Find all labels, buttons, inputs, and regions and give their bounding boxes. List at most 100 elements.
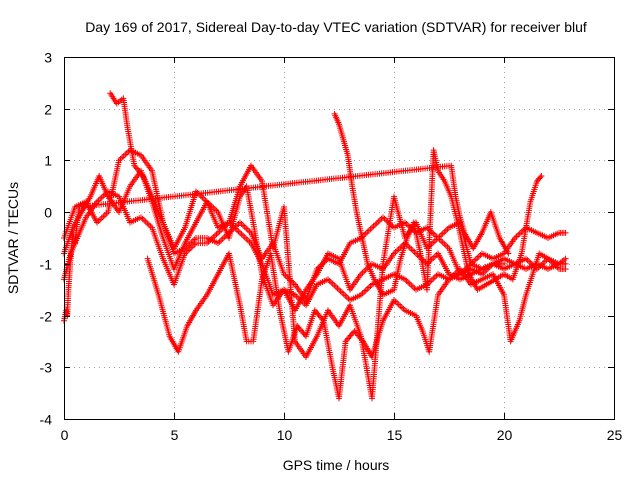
data-point-marker bbox=[244, 226, 251, 233]
data-point-marker bbox=[137, 169, 144, 176]
data-point-marker bbox=[138, 171, 145, 178]
data-point-marker bbox=[436, 233, 443, 240]
data-point-marker bbox=[313, 308, 320, 315]
data-point-marker bbox=[438, 237, 445, 244]
x-tick-label: 10 bbox=[277, 427, 293, 443]
data-point-marker bbox=[477, 251, 484, 258]
data-point-marker bbox=[537, 174, 544, 181]
data-point-marker bbox=[336, 286, 342, 293]
data-point-marker bbox=[351, 328, 358, 335]
data-point-marker bbox=[370, 223, 377, 230]
data-point-marker bbox=[524, 257, 531, 264]
data-point-marker bbox=[375, 218, 382, 225]
x-tick-label: 0 bbox=[61, 427, 69, 443]
data-point-marker bbox=[471, 257, 478, 264]
y-tick-label: -4 bbox=[40, 412, 53, 428]
data-point-marker bbox=[562, 266, 569, 273]
data-point-marker bbox=[331, 282, 338, 289]
data-point-marker bbox=[243, 235, 250, 242]
data-point-marker bbox=[216, 238, 223, 245]
data-point-marker bbox=[235, 228, 242, 235]
data-point-marker bbox=[357, 335, 364, 342]
data-point-marker bbox=[133, 165, 140, 172]
data-point-marker bbox=[199, 194, 206, 201]
data-point-marker bbox=[405, 279, 412, 286]
data-point-marker bbox=[213, 231, 220, 238]
data-point-marker bbox=[97, 195, 104, 202]
data-point-marker bbox=[243, 225, 250, 232]
x-tick-label: 20 bbox=[497, 427, 513, 443]
data-point-marker bbox=[316, 313, 323, 320]
data-point-marker bbox=[394, 300, 401, 307]
data-point-marker bbox=[389, 223, 396, 230]
series-track-f bbox=[331, 110, 545, 298]
data-point-marker bbox=[362, 287, 369, 294]
data-point-marker bbox=[381, 215, 388, 222]
data-point-marker bbox=[365, 284, 372, 291]
series-track-a bbox=[61, 167, 569, 314]
data-point-marker bbox=[441, 229, 448, 236]
data-point-marker bbox=[367, 226, 374, 233]
data-point-marker bbox=[98, 194, 105, 201]
data-point-marker bbox=[240, 232, 247, 239]
data-point-marker bbox=[144, 220, 151, 227]
data-point-marker bbox=[516, 230, 523, 237]
data-point-marker bbox=[295, 324, 302, 331]
data-point-marker bbox=[343, 336, 350, 343]
axis-ticks: 0 5 10 15 20 25 -4 -3 -2 -1 0 1 2 3 bbox=[40, 50, 623, 444]
data-point-marker bbox=[131, 162, 138, 169]
data-point-marker bbox=[219, 235, 226, 242]
data-point-marker bbox=[362, 230, 369, 237]
y-tick-label: 3 bbox=[44, 50, 52, 66]
data-point-marker bbox=[297, 327, 304, 334]
data-point-marker bbox=[345, 335, 352, 342]
x-tick-label: 15 bbox=[387, 427, 403, 443]
data-point-marker bbox=[348, 331, 355, 338]
data-point-marker bbox=[342, 292, 349, 299]
data-point-marker bbox=[135, 167, 142, 174]
data-point-marker bbox=[125, 148, 132, 155]
data-point-marker bbox=[237, 219, 243, 226]
grid bbox=[64, 57, 614, 419]
y-tick-label: 0 bbox=[44, 205, 52, 221]
data-points bbox=[61, 90, 569, 402]
data-point-marker bbox=[515, 232, 522, 239]
data-point-marker bbox=[101, 212, 108, 219]
data-point-marker bbox=[238, 220, 245, 227]
data-point-marker bbox=[142, 218, 149, 225]
data-point-marker bbox=[372, 221, 379, 228]
data-point-marker bbox=[300, 330, 307, 337]
data-point-marker bbox=[433, 272, 440, 279]
y-tick-label: -3 bbox=[40, 360, 53, 376]
x-tick-label: 25 bbox=[607, 427, 623, 443]
data-point-marker bbox=[299, 328, 306, 335]
data-point-marker bbox=[122, 151, 129, 158]
data-point-marker bbox=[319, 316, 326, 323]
data-point-marker bbox=[472, 256, 479, 263]
y-tick-label: -1 bbox=[40, 257, 53, 273]
y-axis-label: SDTVAR / TECUs bbox=[5, 182, 21, 294]
data-point-marker bbox=[431, 232, 438, 239]
data-point-marker bbox=[430, 254, 437, 261]
data-point-marker bbox=[100, 213, 107, 220]
data-point-marker bbox=[215, 229, 221, 236]
data-point-marker bbox=[431, 253, 438, 260]
data-point-marker bbox=[314, 310, 321, 317]
data-point-marker bbox=[353, 331, 360, 338]
data-point-marker bbox=[98, 215, 105, 222]
data-point-marker bbox=[136, 168, 143, 175]
data-point-marker bbox=[408, 282, 415, 289]
data-point-marker bbox=[352, 329, 359, 336]
data-point-marker bbox=[369, 224, 375, 231]
data-point-marker bbox=[438, 232, 445, 239]
data-point-marker bbox=[358, 336, 365, 343]
data-point-marker bbox=[296, 325, 303, 332]
data-point-marker bbox=[392, 249, 399, 256]
data-point-marker bbox=[347, 332, 354, 339]
data-point-marker bbox=[97, 216, 104, 223]
data-point-marker bbox=[433, 236, 440, 243]
series-track-g bbox=[61, 162, 512, 324]
data-point-marker bbox=[474, 254, 481, 261]
data-point-marker bbox=[430, 275, 437, 282]
